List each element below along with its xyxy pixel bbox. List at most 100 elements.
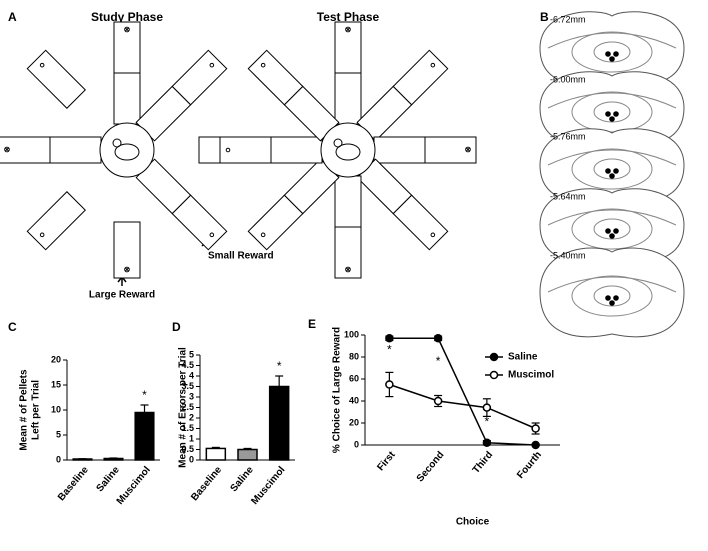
section-label: -5.40mm [550, 250, 586, 260]
x-tick-label: Baseline [56, 464, 91, 503]
test-title: Test Phase [317, 10, 380, 24]
maze-arm [334, 226, 362, 279]
infusion-site [613, 168, 619, 174]
maze-arm [26, 49, 86, 109]
brain-detail [593, 41, 631, 63]
panel-label: B [540, 10, 549, 24]
point [531, 424, 540, 433]
brain-detail [571, 31, 653, 73]
series-line [389, 337, 536, 446]
panel-label: D [172, 320, 181, 334]
brain-detail [593, 158, 631, 180]
significance-star: * [142, 388, 147, 402]
maze-arm [49, 136, 102, 164]
maze-arm [334, 21, 362, 74]
brain-detail [547, 276, 677, 293]
y-tick-label: 1 [189, 433, 194, 443]
significance-star: * [387, 343, 392, 357]
y-tick-label: 15 [51, 379, 61, 389]
x-axis-label: Choice [456, 517, 490, 528]
x-tick-label: Second [415, 450, 447, 485]
legend-label: Muscimol [508, 370, 554, 381]
section-label: -6.72mm [550, 14, 586, 24]
small-reward-icon [209, 232, 215, 238]
small-reward-icon [430, 232, 436, 238]
brain-detail [571, 275, 653, 317]
infusion-site [605, 168, 611, 174]
maze-arm [334, 175, 362, 228]
small-reward-icon [260, 62, 266, 68]
point [433, 396, 443, 406]
infusion-site [605, 228, 611, 234]
infusion-site [613, 295, 619, 301]
section-label: -5.64mm [550, 191, 586, 201]
brain-detail [547, 209, 677, 226]
large-reward-icon: ⊗ [465, 145, 472, 154]
brain-detail [593, 101, 631, 123]
legend-label: Saline [508, 352, 538, 363]
x-tick-label: Baseline [189, 464, 224, 503]
small-reward-icon [225, 147, 231, 153]
y-tick-label: 3.5 [181, 381, 194, 391]
panel-label: E [308, 317, 316, 331]
y-tick-label: 20 [349, 417, 359, 427]
infusion-site [605, 51, 611, 57]
brain-detail [547, 92, 677, 109]
infusion-site [605, 295, 611, 301]
maze-hub [320, 122, 376, 178]
y-tick-label: 2 [189, 412, 194, 422]
panel-label: C [8, 320, 17, 334]
y-tick-label: 40 [349, 395, 359, 405]
significance-star: * [436, 354, 441, 368]
y-tick-label: 4.5 [181, 360, 194, 370]
y-tick-label: 5 [189, 349, 194, 359]
x-tick-label: Saline [94, 464, 122, 494]
y-axis-label: Mean # of Errors per Trial [178, 347, 189, 468]
point [482, 403, 492, 412]
large-reward-icon: ⊗ [124, 25, 131, 34]
maze-arm [113, 21, 141, 74]
rat-head [112, 138, 122, 148]
maze-arm [373, 136, 426, 164]
large-reward-icon: ⊗ [345, 25, 352, 34]
infusion-site [605, 111, 611, 117]
y-tick-label: 0.5 [181, 444, 194, 454]
y-tick-label: 100 [344, 329, 359, 339]
y-axis-label: % Choice of Large Reward [332, 327, 343, 453]
maze-arm [424, 136, 477, 164]
y-tick-label: 5 [56, 429, 61, 439]
y-tick-label: 60 [349, 373, 359, 383]
brain-detail [547, 149, 677, 166]
y-axis-label: Mean # of Pellets [19, 369, 30, 451]
maze-arm [334, 72, 362, 125]
maze-arm [270, 136, 323, 164]
point [385, 380, 394, 389]
infusion-site [609, 173, 615, 179]
small-reward-icon [430, 62, 436, 68]
large-reward-icon: ⊗ [124, 265, 131, 274]
y-tick-label: 0 [354, 439, 359, 449]
bar [134, 411, 155, 461]
infusion-site [613, 228, 619, 234]
y-axis-label: Left per Trial [31, 380, 42, 440]
y-tick-label: 0 [189, 454, 194, 464]
infusion-site [609, 116, 615, 122]
large-reward-label: Large Reward [89, 290, 155, 301]
brain-detail [571, 208, 653, 250]
rat-icon [335, 143, 361, 161]
y-tick-label: 0 [56, 454, 61, 464]
small-reward-icon [260, 232, 266, 238]
x-tick-label: Muscimol [249, 464, 287, 507]
small-reward-icon [39, 232, 45, 238]
bar [237, 448, 258, 461]
brain-detail [593, 218, 631, 240]
legend-marker [489, 352, 499, 362]
maze-arm [0, 136, 51, 164]
significance-star: * [485, 415, 490, 429]
maze-hub [99, 122, 155, 178]
maze-arm [113, 72, 141, 125]
series-line [389, 383, 536, 430]
infusion-site [609, 56, 615, 62]
x-tick-label: Third [471, 450, 495, 476]
